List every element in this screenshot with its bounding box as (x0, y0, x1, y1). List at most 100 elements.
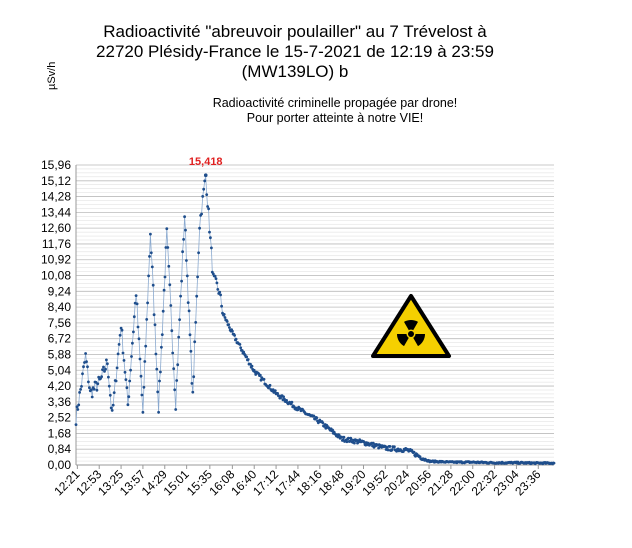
y-tick-label: 5,04 (48, 363, 72, 377)
data-point (196, 275, 200, 279)
data-point (78, 391, 81, 394)
data-point (100, 375, 103, 379)
x-tick-labels: 12:2112:5313:2513:5714:2915:0115:3516:08… (51, 465, 544, 498)
data-point (198, 226, 202, 230)
data-point (138, 357, 142, 361)
data-point (390, 448, 394, 452)
data-point (132, 315, 136, 319)
data-point (152, 313, 156, 317)
y-tick-label: 0,84 (48, 442, 72, 456)
grid-lines (76, 164, 554, 466)
data-point (119, 326, 123, 330)
data-point (131, 341, 134, 345)
data-point (353, 441, 356, 445)
data-point (149, 232, 152, 236)
y-tick-labels: 0,00 0,84 1,682,52 3,36 4,20 5,04 5,886,72 7,56… (41, 158, 71, 472)
data-point (342, 435, 346, 439)
data-point (197, 251, 201, 255)
data-point (225, 320, 229, 323)
data-point (552, 461, 556, 465)
y-tick-label: 2,52 (48, 411, 72, 425)
data-point (146, 301, 150, 305)
data-point (179, 294, 183, 298)
data-point (268, 383, 272, 387)
peak-annotation: 15,418 (189, 156, 223, 177)
data-point (143, 360, 147, 363)
data-point (142, 385, 146, 389)
axes (75, 165, 554, 466)
data-point (238, 343, 242, 346)
y-tick-label: 15,96 (41, 158, 71, 172)
data-point (215, 281, 219, 285)
data-point (189, 349, 193, 353)
data-point (80, 385, 83, 388)
y-tick-label: 0,00 (48, 458, 72, 472)
data-point (160, 333, 164, 336)
data-point (181, 250, 185, 254)
data-point (160, 345, 163, 349)
data-point (271, 388, 275, 392)
data-point (188, 333, 192, 337)
data-point (171, 351, 175, 355)
data-point (210, 246, 213, 250)
data-point (355, 438, 359, 442)
y-tick-label: 13,44 (41, 205, 71, 219)
data-point (192, 375, 196, 379)
data-point (92, 387, 96, 391)
data-point (211, 272, 215, 276)
y-tick-label: 14,28 (41, 190, 71, 204)
data-point (123, 370, 127, 374)
data-point (182, 238, 186, 241)
data-point (102, 365, 105, 369)
data-point (169, 304, 173, 307)
data-point (112, 391, 116, 394)
data-point (127, 395, 131, 399)
data-point (159, 370, 162, 374)
data-point (110, 409, 114, 412)
data-point (130, 355, 133, 358)
data-point (88, 386, 91, 390)
data-point (331, 428, 334, 432)
data-point (386, 448, 390, 452)
data-point (162, 288, 166, 292)
data-point (208, 230, 211, 234)
data-point (82, 365, 85, 369)
chart-subtitle-line-2: Pour porter atteinte à notre VIE! (246, 111, 424, 125)
data-point (103, 370, 106, 373)
y-tick-label: 4,20 (48, 379, 72, 393)
y-tick-label: 6,72 (48, 332, 72, 346)
data-point (178, 318, 182, 321)
data-point (151, 283, 155, 287)
x-tick-label: 15:01 (161, 467, 192, 498)
data-point (105, 358, 108, 362)
data-point (109, 406, 113, 410)
chart-subtitle-line-1: Radioactivité criminelle propagée par dr… (212, 96, 458, 110)
data-point (187, 309, 191, 313)
data-point (104, 367, 107, 371)
data-point (258, 373, 262, 377)
data-point (120, 328, 124, 332)
data-point (350, 438, 353, 441)
data-point (202, 187, 206, 191)
data-point (167, 264, 171, 268)
y-tick-label: 3,36 (48, 395, 72, 409)
data-point (90, 395, 94, 399)
chart-title-line-1: Radioactivité "abreuvoir poulailler" au … (103, 22, 487, 41)
data-point (153, 323, 157, 327)
data-point (173, 388, 177, 392)
data-point (250, 364, 254, 368)
data-point (126, 403, 130, 407)
data-point (117, 343, 121, 346)
data-point (150, 265, 154, 269)
data-point (129, 368, 133, 372)
data-point (77, 403, 81, 407)
y-tick-label: 10,08 (41, 269, 71, 283)
data-point (168, 283, 172, 287)
data-point (154, 352, 158, 356)
data-point (125, 386, 129, 390)
data-point (213, 274, 217, 278)
data-point (176, 363, 180, 367)
data-point (108, 393, 112, 397)
data-point (393, 445, 396, 449)
